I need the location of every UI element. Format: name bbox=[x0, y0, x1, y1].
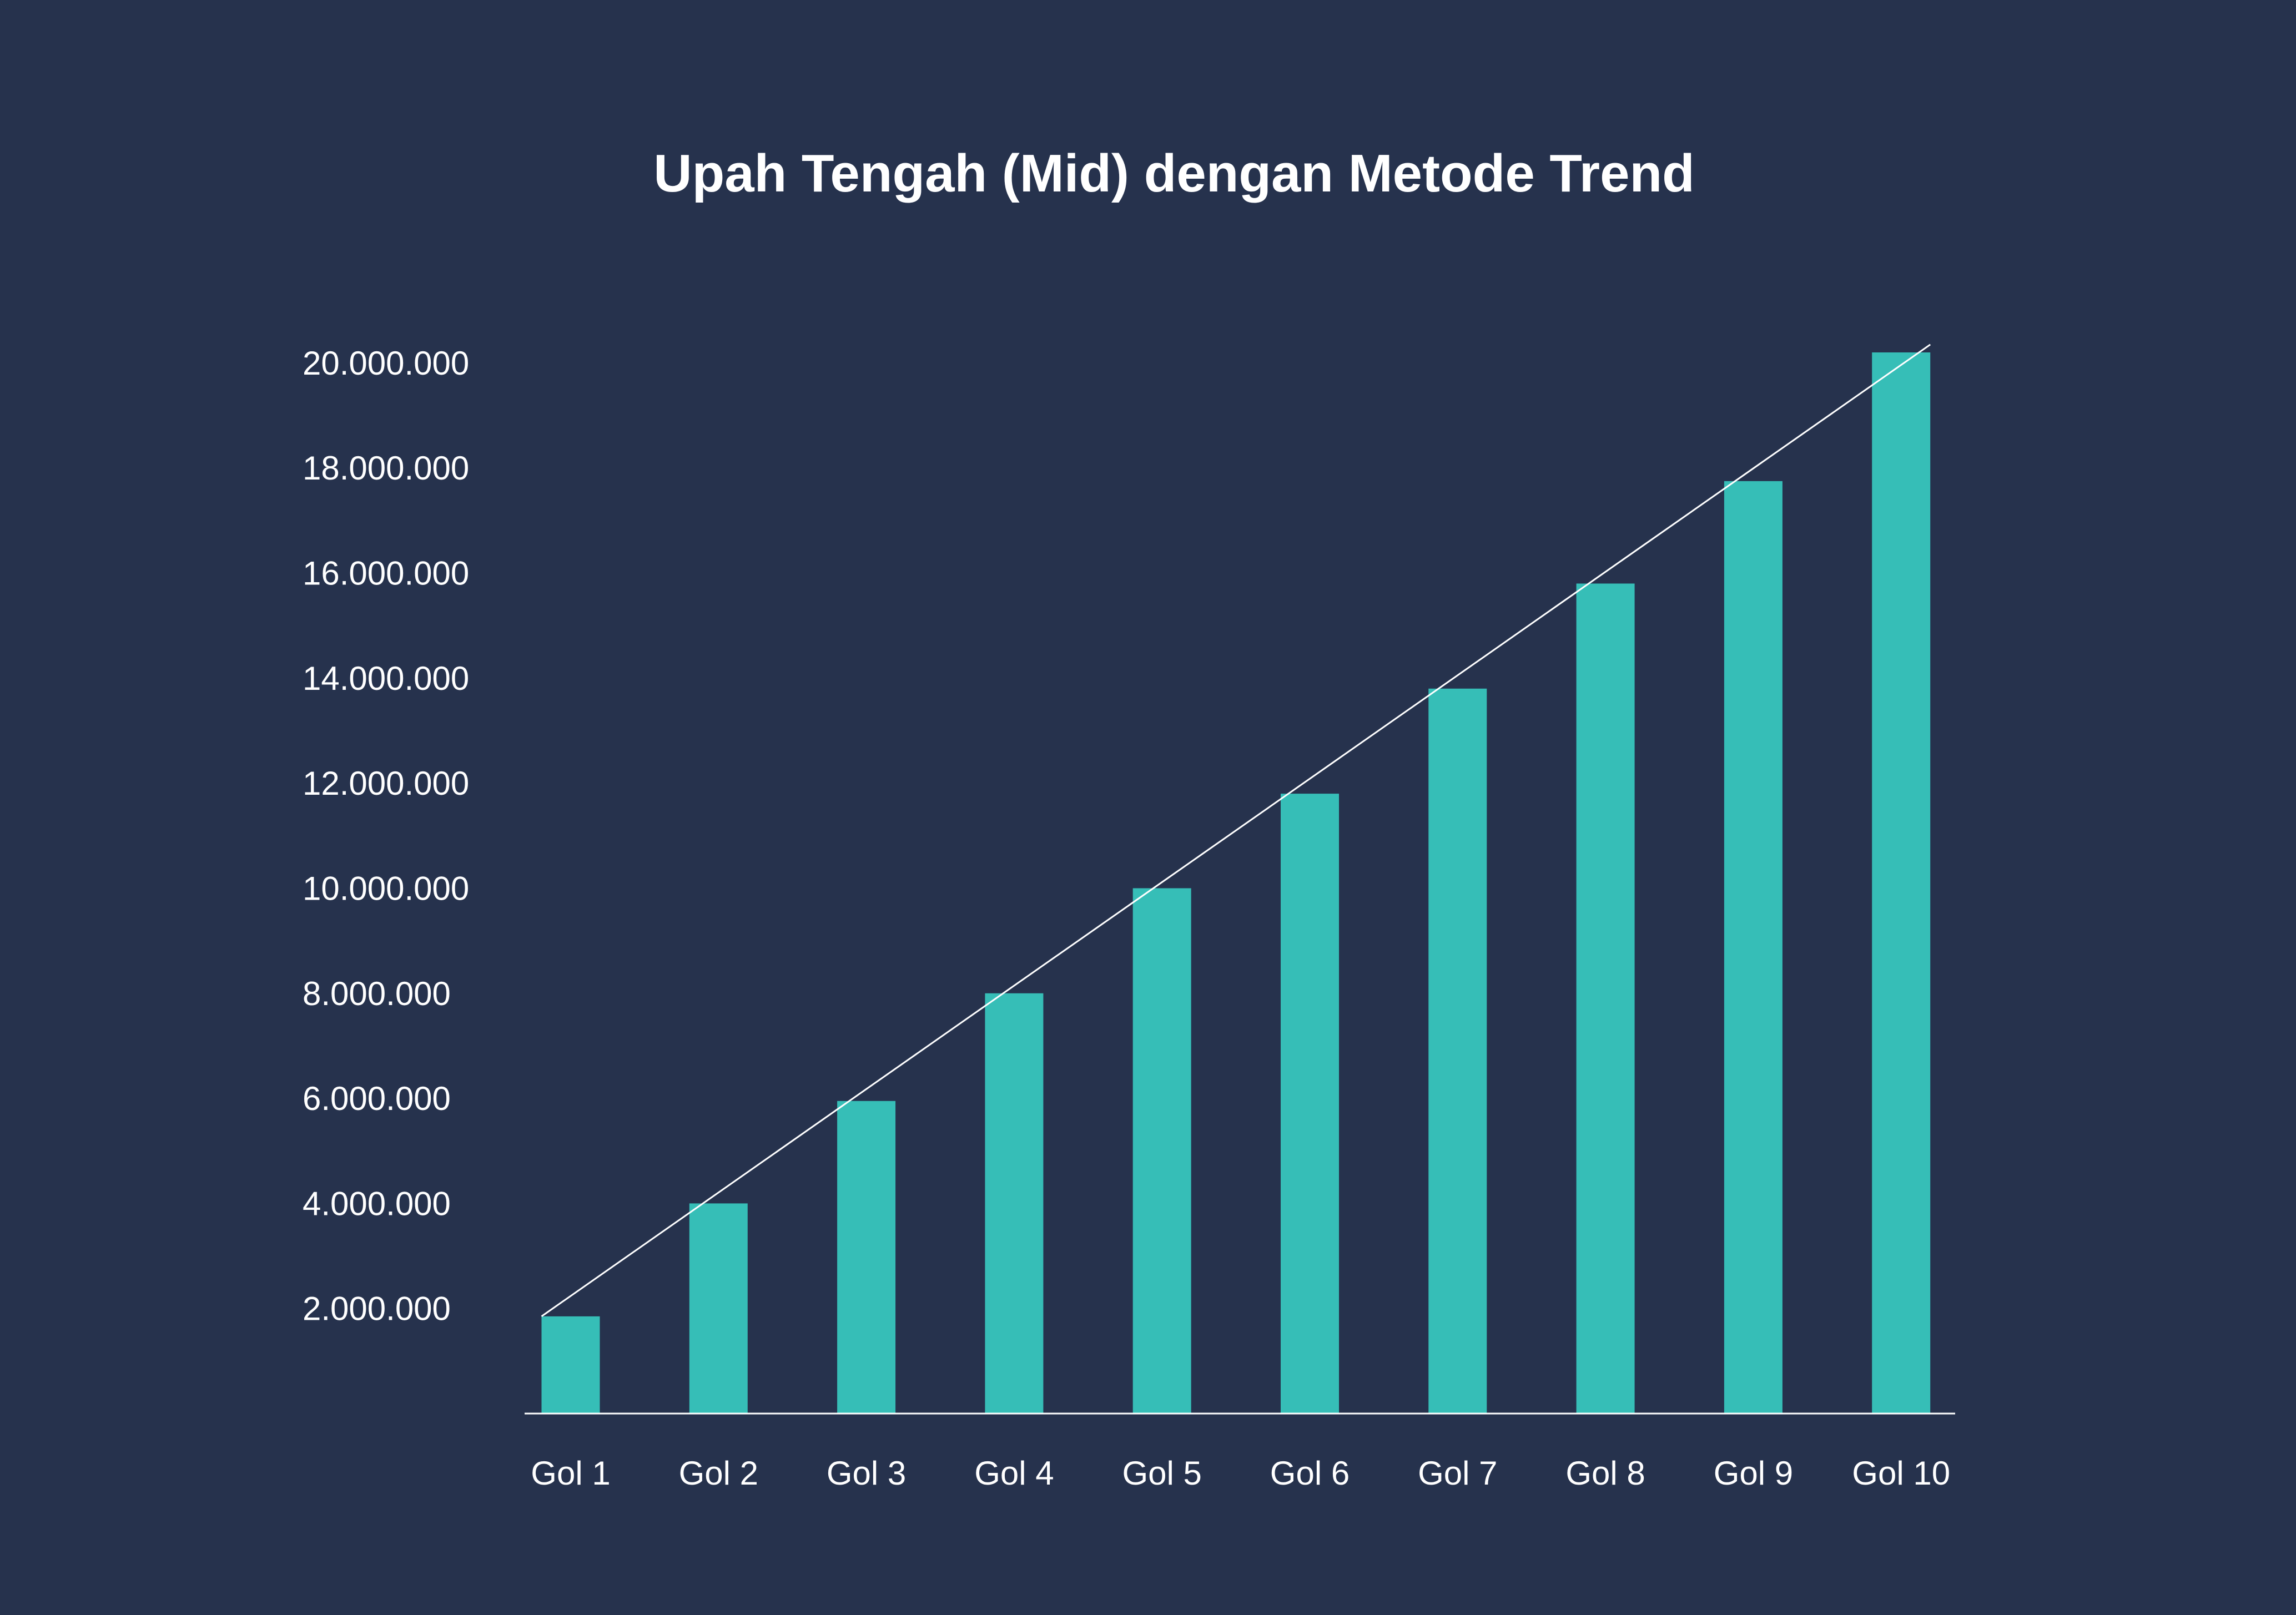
y-tick-label: 2.000.000 bbox=[303, 1290, 451, 1328]
bar bbox=[1576, 583, 1635, 1414]
y-tick-label: 4.000.000 bbox=[303, 1185, 451, 1222]
x-axis-tick-labels: Gol 1 Gol 2 Gol 3 Gol 4 Gol 5 Gol 6 Gol 7 Gol 8… bbox=[531, 1455, 1950, 1492]
x-tick-label: Gol 2 bbox=[679, 1455, 758, 1492]
x-tick-label: Gol 3 bbox=[827, 1455, 906, 1492]
x-tick-label: Gol 1 bbox=[531, 1455, 610, 1492]
chart-title: Upah Tengah (Mid) dengan Metode Trend bbox=[653, 144, 1695, 203]
y-tick-label: 20.000.000 bbox=[303, 345, 469, 382]
y-tick-label: 12.000.000 bbox=[303, 765, 469, 802]
bar bbox=[689, 1203, 748, 1414]
y-tick-label: 16.000.000 bbox=[303, 555, 469, 592]
x-tick-label: Gol 7 bbox=[1418, 1455, 1497, 1492]
bar bbox=[1132, 888, 1191, 1414]
bar bbox=[1724, 481, 1783, 1414]
x-tick-label: Gol 10 bbox=[1852, 1455, 1950, 1492]
y-tick-label: 6.000.000 bbox=[303, 1080, 451, 1117]
x-tick-label: Gol 5 bbox=[1122, 1455, 1201, 1492]
trend-line bbox=[541, 344, 1931, 1318]
bar bbox=[1281, 794, 1339, 1414]
x-tick-label: Gol 6 bbox=[1270, 1455, 1350, 1492]
y-tick-label: 10.000.000 bbox=[303, 870, 469, 907]
bar bbox=[985, 993, 1044, 1414]
y-tick-label: 8.000.000 bbox=[303, 975, 451, 1012]
bar bbox=[541, 1316, 600, 1414]
x-tick-label: Gol 8 bbox=[1565, 1455, 1645, 1492]
bar-series bbox=[541, 352, 1931, 1414]
y-axis-tick-labels: 2.000.000 4.000.000 6.000.000 8.000.000 10.0… bbox=[303, 345, 469, 1328]
y-tick-label: 18.000.000 bbox=[303, 450, 469, 487]
x-tick-label: Gol 9 bbox=[1714, 1455, 1793, 1492]
bar bbox=[1428, 688, 1487, 1414]
bar bbox=[837, 1101, 896, 1414]
y-tick-label: 14.000.000 bbox=[303, 660, 469, 697]
bar bbox=[1872, 352, 1931, 1414]
x-tick-label: Gol 4 bbox=[974, 1455, 1054, 1492]
